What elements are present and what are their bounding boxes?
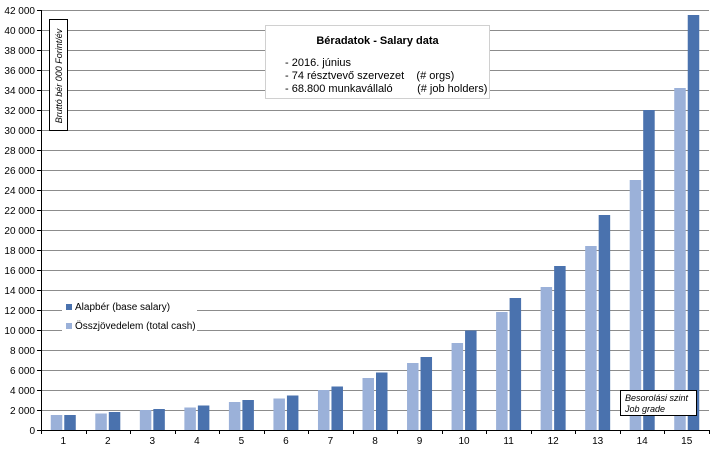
x-tick-label: 13	[592, 436, 604, 447]
x-tick-label: 3	[150, 436, 156, 447]
x-axis-label-en: Job grade	[625, 404, 666, 414]
x-tick-labels: 1 2 3 4 5 6 7 8 9 10 11 12 13 14 15	[60, 436, 692, 447]
y-tick-label: 32 000	[4, 106, 35, 117]
y-tick-labels: 0 2 000 4 000 6 000 8 000 10 000 12 000 14 000 1…	[4, 6, 35, 437]
info-line-job-holders: - 68.800 munkavállaló (# job holders)	[285, 83, 488, 95]
y-tick-label: 26 000	[4, 166, 35, 177]
y-tick-label: 34 000	[4, 86, 35, 97]
legend-swatch-total	[66, 323, 72, 329]
bar-total-cash	[184, 407, 196, 430]
y-tick-label: 18 000	[4, 246, 35, 257]
bar-base-salary	[286, 395, 299, 430]
info-line-orgs: - 74 résztvevő szervezet (# orgs)	[285, 70, 455, 82]
y-tick-label: 22 000	[4, 206, 35, 217]
bar-total-cash	[317, 390, 330, 430]
y-tick-label: 38 000	[4, 46, 35, 57]
x-tick-label: 15	[681, 436, 693, 447]
chart-title: Béradatok - Salary data	[316, 35, 439, 47]
bar-base-salary	[687, 15, 700, 430]
y-tick-label: 28 000	[4, 146, 35, 157]
bar-base-salary	[108, 412, 121, 430]
bar-base-salary	[376, 372, 388, 430]
axes	[37, 10, 710, 434]
y-tick-label: 4 000	[10, 386, 35, 397]
bars	[50, 15, 700, 430]
bar-total-cash	[273, 398, 285, 430]
bar-base-salary	[420, 357, 433, 430]
legend-item-total: Összjövedelem (total cash)	[66, 320, 196, 332]
x-tick-label: 14	[637, 436, 649, 447]
y-tick-label: 0	[29, 426, 35, 437]
bar-base-salary	[554, 266, 566, 430]
bar-total-cash	[629, 180, 642, 430]
bar-total-cash	[95, 413, 107, 430]
y-tick-label: 2 000	[10, 406, 35, 417]
y-axis-label: Bruttó bér 000 Forint/év	[54, 28, 64, 124]
bar-total-cash	[451, 343, 464, 430]
bar-base-salary	[509, 298, 522, 430]
bar-total-cash	[540, 287, 553, 430]
bar-total-cash	[362, 378, 374, 430]
bar-total-cash	[407, 363, 419, 430]
x-tick-label: 2	[105, 436, 111, 447]
bar-base-salary	[331, 386, 343, 430]
x-tick-label: 12	[548, 436, 560, 447]
y-tick-label: 30 000	[4, 126, 35, 137]
x-tick-label: 4	[194, 436, 200, 447]
bar-base-salary	[197, 405, 210, 430]
legend-label-total: Összjövedelem (total cash)	[75, 320, 196, 332]
y-tick-label: 24 000	[4, 186, 35, 197]
legend-item-base: Alapbér (base salary)	[66, 301, 170, 313]
bar-total-cash	[139, 410, 152, 430]
bar-total-cash	[674, 88, 686, 430]
x-tick-label: 9	[417, 436, 423, 447]
y-tick-label: 6 000	[10, 366, 35, 377]
y-tick-label: 16 000	[4, 266, 35, 277]
bar-base-salary	[64, 415, 76, 430]
y-tick-label: 8 000	[10, 346, 35, 357]
info-line-date: - 2016. június	[285, 57, 352, 69]
bar-base-salary	[465, 330, 477, 430]
legend-label-base: Alapbér (base salary)	[75, 301, 171, 313]
legend-swatch-base	[66, 304, 72, 310]
legend: Alapbér (base salary) Összjövedelem (tot…	[62, 298, 197, 336]
x-tick-label: 1	[60, 436, 66, 447]
bar-base-salary	[153, 409, 165, 430]
y-tick-label: 40 000	[4, 26, 35, 37]
x-tick-label: 8	[372, 436, 378, 447]
bar-total-cash	[585, 246, 597, 430]
bar-total-cash	[50, 415, 63, 430]
bar-total-cash	[228, 402, 241, 430]
y-axis-label-box: Bruttó bér 000 Forint/év	[49, 19, 68, 131]
y-tick-label: 10 000	[4, 326, 35, 337]
x-axis-label-hu: Besorolási szint	[625, 393, 689, 403]
y-tick-label: 12 000	[4, 306, 35, 317]
bar-total-cash	[496, 312, 508, 430]
y-tick-label: 36 000	[4, 66, 35, 77]
y-tick-label: 14 000	[4, 286, 35, 297]
x-axis-label-box: Besorolási szint Job grade	[620, 390, 697, 416]
x-tick-label: 6	[283, 436, 289, 447]
y-tick-label: 20 000	[4, 226, 35, 237]
bar-base-salary	[242, 400, 254, 430]
bar-base-salary	[598, 215, 611, 430]
x-tick-label: 5	[239, 436, 245, 447]
y-tick-label: 42 000	[4, 6, 35, 17]
bar-base-salary	[643, 110, 655, 430]
x-tick-label: 7	[328, 436, 334, 447]
x-tick-label: 11	[503, 436, 514, 447]
info-box: Béradatok - Salary data - 2016. június -…	[265, 25, 490, 99]
x-tick-label: 10	[459, 436, 471, 447]
